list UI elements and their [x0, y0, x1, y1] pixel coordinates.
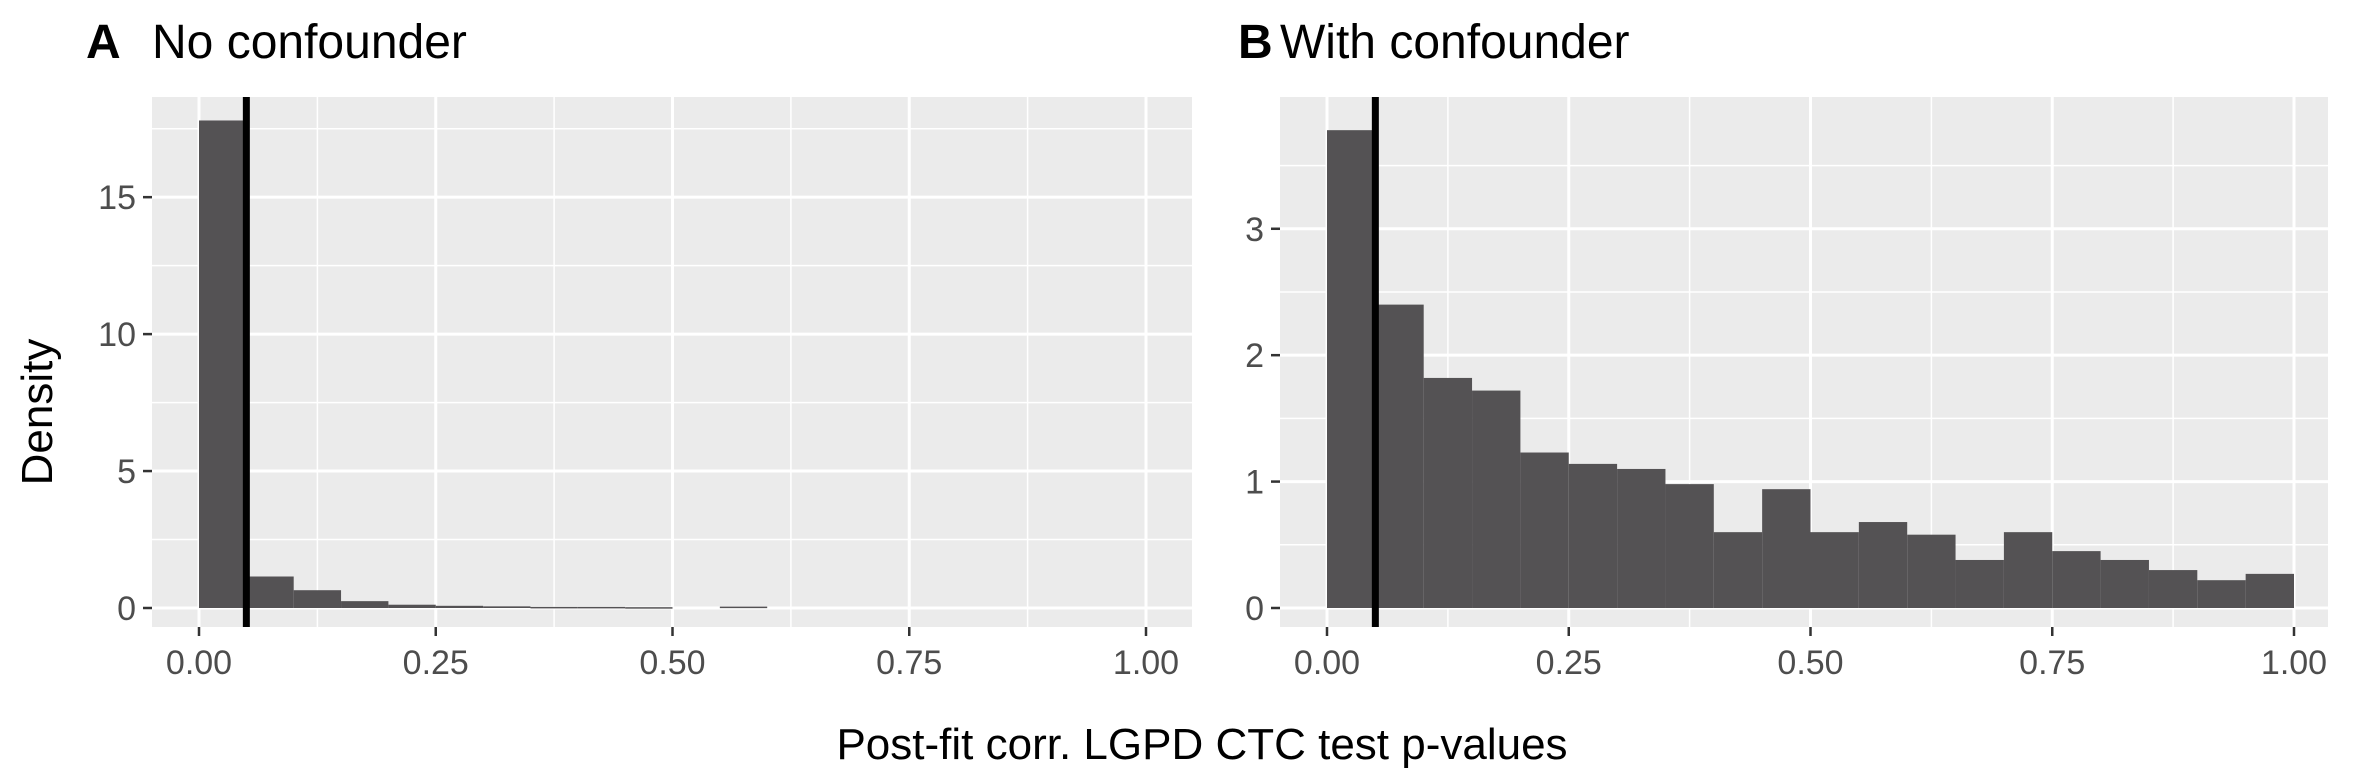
panel-a-bars: [199, 120, 768, 609]
panel-b-bar: [2100, 559, 2149, 608]
panel-b-bar: [2197, 580, 2246, 608]
panel-a-x-tick-label: 1.00: [1113, 644, 1179, 682]
panel-a-title: No confounder: [152, 16, 467, 69]
panel-b-y-tick-label: 3: [1245, 211, 1264, 249]
panel-a-y-tick-label: 15: [98, 179, 136, 217]
panel-a-bar: [293, 590, 342, 608]
panel-b-letter: B: [1238, 16, 1273, 69]
panel-b-x-axis: 0.00 0.25 0.50 0.75 1.00: [1294, 627, 2327, 682]
panel-b-bar: [1665, 484, 1714, 608]
panel-b: B With confounder 0 1 2 3 0.00 0.25 0.50 0.75 1…: [1238, 16, 2328, 682]
panel-a-x-tick-label: 0.75: [876, 644, 942, 682]
panel-b-bar: [1762, 489, 1811, 608]
panel-b-y-tick-label: 0: [1245, 590, 1264, 628]
x-axis-title: Post-fit corr. LGPD CTC test p-values: [836, 720, 1567, 769]
panel-b-bar: [1713, 532, 1763, 608]
panel-b-title: With confounder: [1280, 16, 1630, 69]
panel-a-x-tick-label: 0.50: [639, 644, 705, 682]
panel-a-x-axis: 0.00 0.25 0.50 0.75 1.00: [166, 627, 1179, 682]
panel-a-y-tick-label: 10: [98, 316, 136, 354]
panel-b-bar: [1520, 452, 1569, 608]
panel-a: A No confounder 0 5 10 15 0.00 0.25 0.50 0.75 1…: [86, 16, 1192, 682]
panel-b-y-tick-label: 1: [1245, 464, 1264, 502]
panel-b-x-tick-label: 0.25: [1536, 644, 1602, 682]
panel-b-bar: [1375, 304, 1424, 608]
panel-a-bar: [341, 601, 389, 608]
panel-a-bar: [625, 607, 673, 609]
panel-b-bar: [1907, 534, 1956, 608]
panel-a-x-tick-label: 0.00: [166, 644, 232, 682]
panel-b-x-tick-label: 0.00: [1294, 644, 1360, 682]
panel-b-bar: [1617, 468, 1666, 608]
panel-a-bar: [435, 605, 484, 608]
panel-b-bars: [1327, 130, 2294, 608]
panel-b-bar: [1955, 559, 2004, 608]
panel-b-bar: [1472, 390, 1521, 608]
panel-b-y-axis: 0 1 2 3: [1245, 211, 1280, 628]
panel-a-y-tick-label: 0: [117, 590, 136, 628]
panel-b-bar: [1568, 463, 1618, 608]
panel-a-letter: A: [86, 16, 121, 69]
panel-a-x-tick-label: 0.25: [403, 644, 469, 682]
panel-b-x-tick-label: 0.75: [2019, 644, 2085, 682]
panel-a-bar: [246, 576, 294, 608]
panel-b-bar: [1858, 522, 1908, 608]
panel-a-bar: [530, 606, 578, 609]
panel-b-bar: [2052, 551, 2101, 608]
panel-b-bar: [2003, 532, 2053, 608]
panel-b-bar: [1327, 130, 1376, 608]
panel-a-bar: [577, 606, 626, 609]
panel-b-x-tick-label: 1.00: [2261, 644, 2327, 682]
panel-b-bar: [2148, 570, 2198, 608]
panel-b-bar: [1810, 532, 1859, 608]
y-axis-title: Density: [13, 339, 62, 486]
panel-b-x-tick-label: 0.50: [1777, 644, 1843, 682]
panel-a-bar: [719, 606, 768, 609]
panel-a-bar: [388, 604, 436, 608]
panel-b-y-tick-label: 2: [1245, 337, 1264, 375]
panel-a-y-axis: 0 5 10 15: [98, 179, 152, 628]
panel-b-bar: [2245, 573, 2294, 608]
panel-a-bar: [199, 120, 247, 608]
panel-a-bar: [483, 606, 531, 608]
panel-b-bar: [1423, 377, 1473, 608]
panel-a-y-tick-label: 5: [117, 453, 136, 491]
